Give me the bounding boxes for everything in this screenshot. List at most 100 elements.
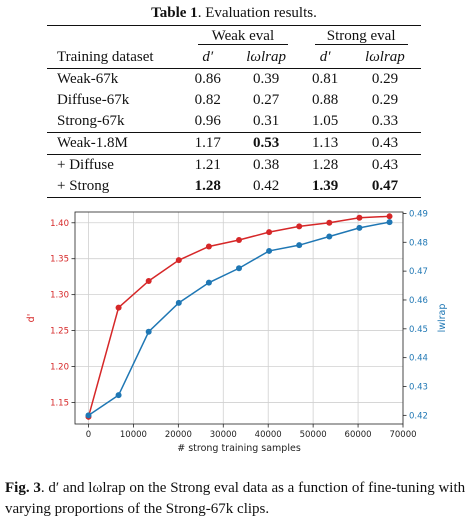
dprime-point (296, 223, 303, 230)
x-tick-label: 60000 (345, 430, 372, 440)
row-label: Strong-67k (57, 113, 125, 129)
table-cell: 0.29 (371, 92, 399, 108)
left-y-tick-label: 1.15 (50, 398, 69, 408)
lwlrap-point (205, 279, 212, 286)
right-y-tick-label: 0.46 (409, 296, 428, 306)
col-header-lwlrap-weak: lωlrap (246, 49, 286, 65)
x-tick-label: 30000 (210, 430, 237, 440)
table-cell: 0.29 (371, 71, 399, 87)
x-axis-label: # strong training samples (177, 443, 301, 454)
table-cell: 1.05 (311, 113, 339, 129)
results-table: Weak eval Strong eval Training dataset d… (47, 25, 421, 198)
lwlrap-point (266, 247, 273, 254)
right-y-tick-label: 0.47 (409, 267, 428, 277)
lwlrap-point (386, 219, 393, 226)
left-y-tick-label: 1.40 (50, 219, 69, 229)
table-cell: 1.39 (311, 178, 339, 194)
right-y-tick-label: 0.48 (409, 238, 428, 248)
right-y-tick-label: 0.43 (409, 383, 428, 393)
x-tick-label: 0 (86, 430, 91, 440)
figure-caption-label: Fig. 3 (5, 480, 41, 496)
dprime-point (175, 257, 182, 264)
x-tick-label: 50000 (300, 430, 327, 440)
lwlrap-point (296, 242, 303, 249)
x-tick-label: 10000 (120, 430, 147, 440)
table-cell: 1.21 (184, 154, 231, 176)
right-y-tick-label: 0.44 (409, 354, 428, 364)
table-group-header-row: Weak eval Strong eval (47, 25, 421, 47)
table-cell: 1.28 (194, 178, 221, 194)
row-label: + Diffuse (47, 154, 185, 176)
table-cell: 0.81 (311, 71, 339, 87)
x-tick-label: 20000 (165, 430, 192, 440)
table-cell: 0.27 (252, 92, 280, 108)
figure-caption: Fig. 3. d′ and lωlrap on the Strong eval… (5, 478, 467, 520)
table-row: Diffuse-67k 0.82 0.27 0.88 0.29 (47, 90, 421, 111)
table-cell: 0.43 (348, 132, 421, 155)
left-y-tick-label: 1.30 (50, 291, 69, 301)
figure-caption-text: . d′ and lωlrap on the Strong eval data … (5, 480, 466, 517)
col-header-dprime-weak: d′ (202, 49, 214, 65)
dprime-point (326, 219, 333, 226)
table-caption: Table 1. Evaluation results. (0, 5, 468, 22)
dprime-point (145, 277, 152, 284)
table-row: + Strong 1.28 0.42 1.39 0.47 (47, 176, 421, 198)
left-y-tick-label: 1.35 (50, 255, 69, 265)
right-y-tick-label: 0.49 (409, 209, 428, 219)
table-column-header-row: Training dataset d′ lωlrap d′ lωlrap (47, 47, 421, 69)
table-cell: 0.31 (252, 113, 280, 129)
col-header-dataset: Training dataset (57, 49, 154, 65)
lwlrap-point (145, 328, 152, 335)
col-header-dprime-strong: d′ (319, 49, 331, 65)
table-cell: 0.53 (230, 132, 302, 155)
table-cell: 0.42 (252, 178, 280, 194)
table-cell: 0.86 (194, 71, 221, 87)
table-cell: 0.43 (348, 154, 421, 176)
x-tick-label: 40000 (255, 430, 282, 440)
dprime-point (356, 214, 363, 221)
table-cell: 0.96 (194, 113, 221, 129)
right-y-tick-label: 0.45 (409, 325, 428, 335)
left-y-tick-label: 1.20 (50, 363, 69, 373)
dprime-point (115, 304, 122, 311)
table-cell: 0.47 (371, 178, 399, 194)
plot-frame (74, 211, 404, 425)
lwlrap-point (326, 233, 333, 240)
right-y-axis-label: lwlrap (437, 304, 448, 333)
table-cell: 0.39 (252, 71, 280, 87)
x-tick-label: 70000 (389, 430, 416, 440)
group-header-strong: Strong eval (314, 28, 408, 45)
table-caption-label: Table 1 (151, 5, 198, 21)
table-cell: 0.38 (230, 154, 302, 176)
table-row: Strong-67k 0.96 0.31 1.05 0.33 (47, 111, 421, 133)
table-cell: 1.17 (184, 132, 231, 155)
row-label: Weak-1.8M (47, 132, 185, 155)
dprime-point (266, 229, 273, 236)
group-header-weak: Weak eval (197, 28, 289, 45)
lwlrap-point (175, 299, 182, 306)
table-cell: 0.88 (311, 92, 339, 108)
right-y-tick-label: 0.42 (409, 411, 428, 421)
row-label: Diffuse-67k (57, 92, 130, 108)
table-cell: 1.28 (301, 154, 349, 176)
table-cell: 1.13 (301, 132, 349, 155)
dprime-point (236, 237, 242, 244)
table-caption-text: . Evaluation results. (197, 5, 317, 21)
lwlrap-point (356, 224, 363, 231)
left-y-axis-label: d' (26, 314, 37, 323)
dprime-point (205, 243, 212, 250)
col-header-lwlrap-strong: lωlrap (365, 49, 405, 65)
left-y-tick-label: 1.25 (50, 327, 69, 337)
row-label: Weak-67k (57, 71, 119, 87)
table-row: Weak-1.8M 1.17 0.53 1.13 0.43 (47, 132, 421, 155)
lwlrap-point (115, 392, 122, 399)
dprime-point (386, 213, 393, 220)
table-cell: 0.82 (194, 92, 221, 108)
table-cell: 0.33 (371, 113, 399, 129)
table-row: Weak-67k 0.86 0.39 0.81 0.29 (47, 69, 421, 91)
row-label: + Strong (57, 178, 110, 194)
lwlrap-point (236, 265, 242, 272)
line-chart: 0 10000 20000 30000 40000 50000 60000 70000 1.15… (26, 209, 448, 454)
lwlrap-point (85, 412, 92, 419)
table-row: + Diffuse 1.21 0.38 1.28 0.43 (47, 154, 421, 176)
